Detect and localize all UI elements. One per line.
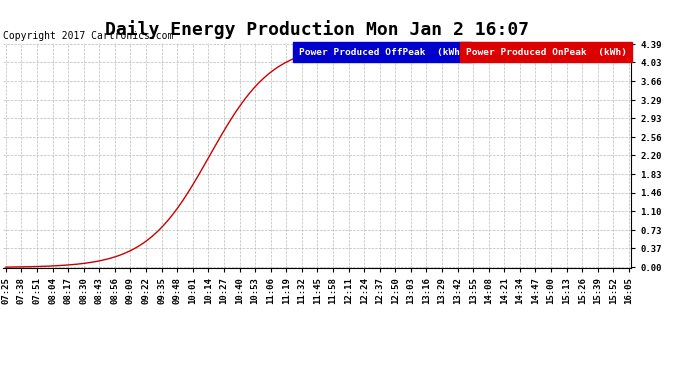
Title: Daily Energy Production Mon Jan 2 16:07: Daily Energy Production Mon Jan 2 16:07: [106, 20, 529, 39]
Text: Copyright 2017 Cartronics.com: Copyright 2017 Cartronics.com: [3, 31, 174, 41]
Legend: Power Produced OffPeak  (kWh), Power Produced OnPeak  (kWh): Power Produced OffPeak (kWh), Power Prod…: [299, 48, 627, 57]
